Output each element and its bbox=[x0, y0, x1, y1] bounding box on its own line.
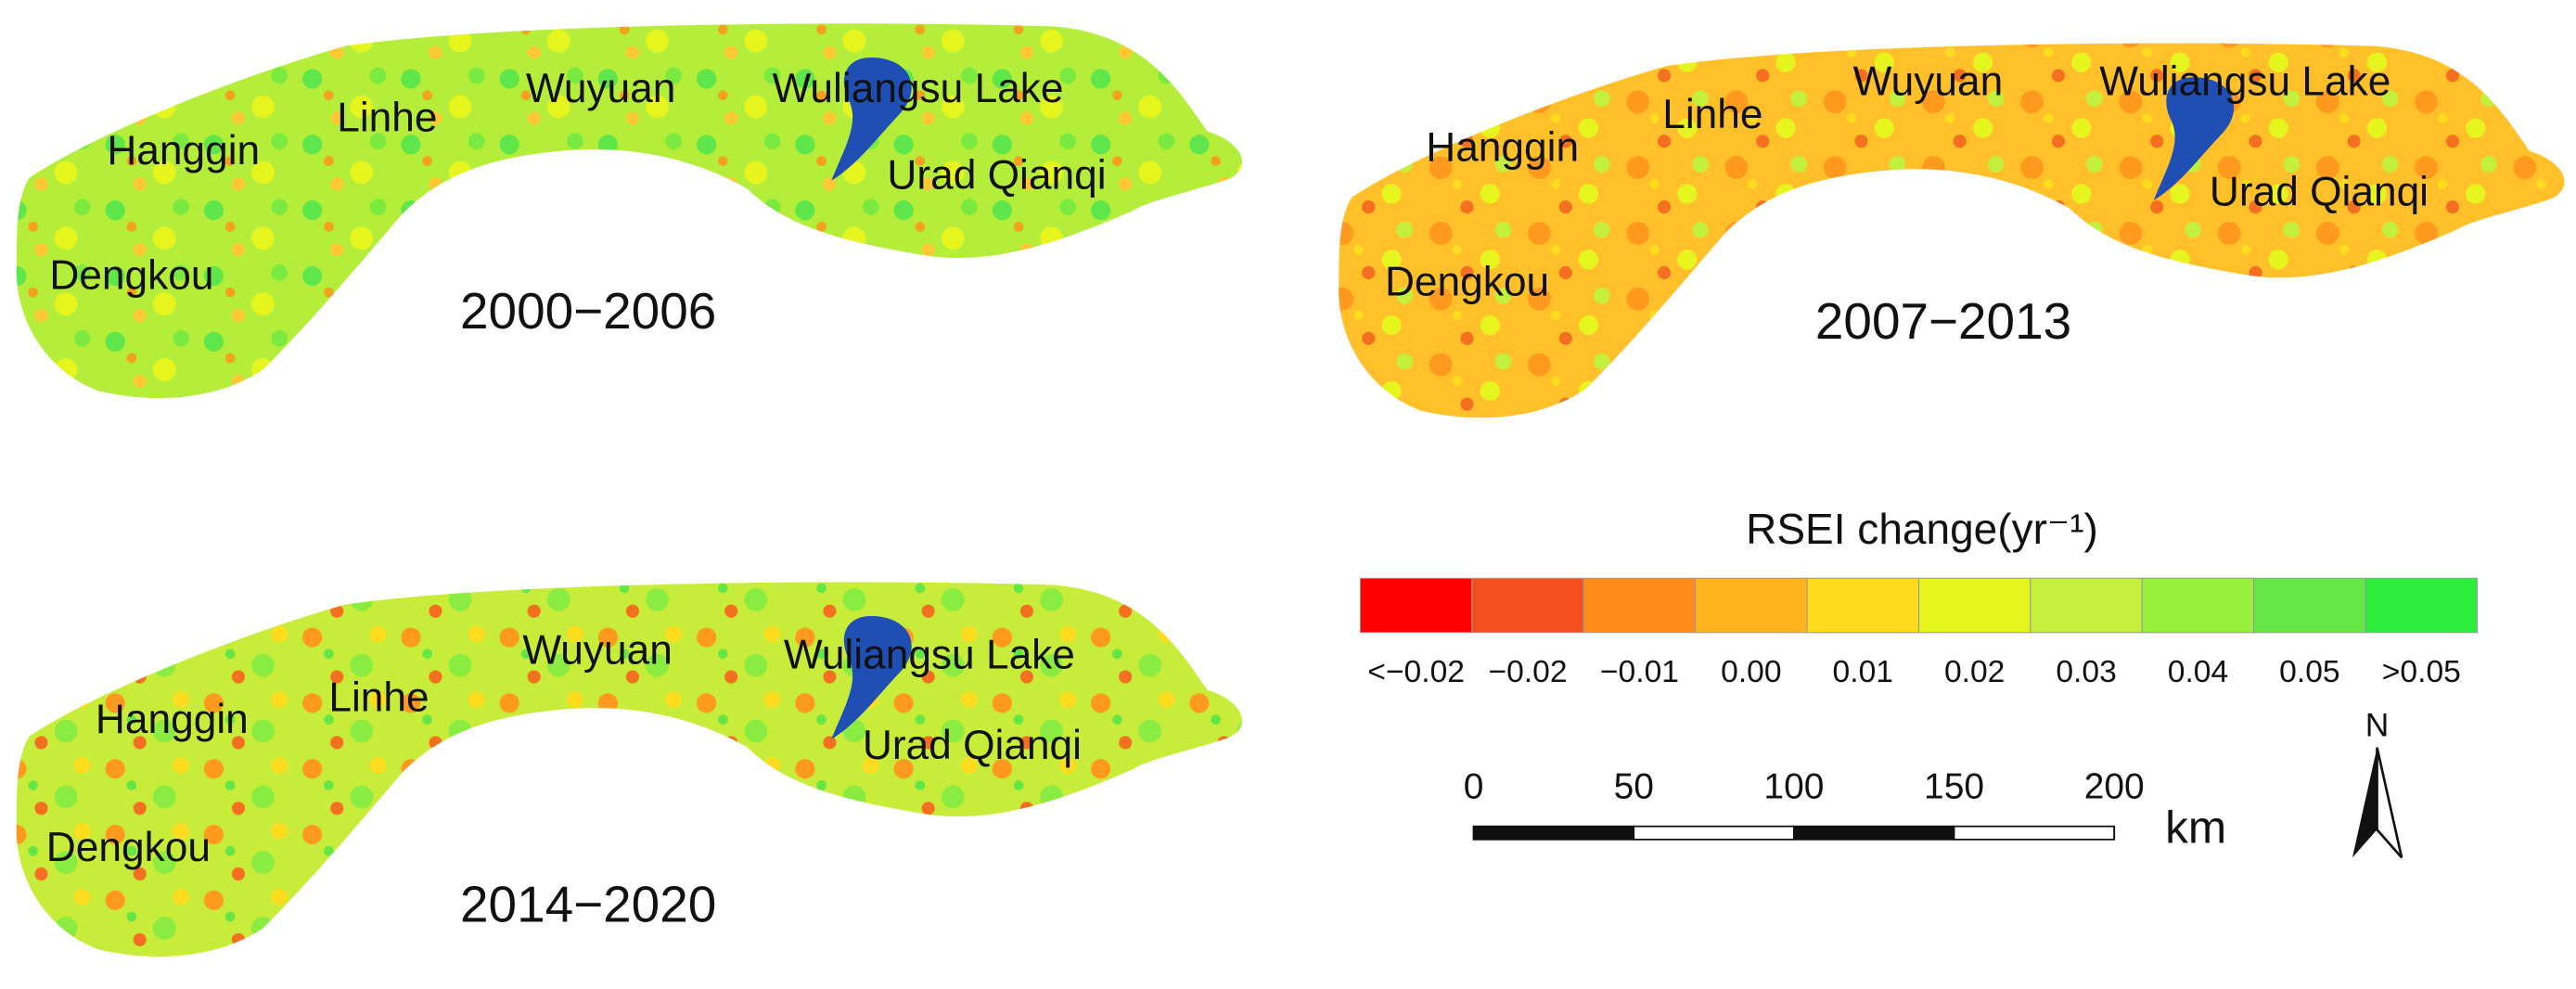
legend-swatch bbox=[1806, 577, 1920, 634]
arrow-right bbox=[2376, 747, 2403, 859]
legend-title: RSEI change(yr⁻¹) bbox=[1746, 505, 2098, 553]
place-label: Wuyuan bbox=[1853, 59, 2004, 105]
legend-label: 0.04 bbox=[2168, 655, 2228, 689]
period-label: 2007−2013 bbox=[1815, 292, 2071, 350]
scale-segment bbox=[1793, 825, 1955, 841]
scale-tick-label: 0 bbox=[1464, 767, 1484, 807]
place-label: Urad Qianqi bbox=[2210, 169, 2429, 214]
legend-label: 0.03 bbox=[2056, 655, 2116, 689]
place-label: Hanggin bbox=[96, 697, 249, 742]
map-panel: Hanggin Linhe Wuyuan Wuliangsu Lake Urad… bbox=[16, 582, 1243, 957]
place-label: Hanggin bbox=[1426, 125, 1579, 171]
legend-swatch bbox=[2365, 577, 2479, 634]
period-label: 2014−2020 bbox=[460, 875, 716, 932]
legend-swatch bbox=[2141, 577, 2255, 634]
legend-label: −0.02 bbox=[1488, 655, 1567, 689]
place-label: Hanggin bbox=[107, 128, 260, 173]
scale-segment bbox=[1633, 825, 1795, 841]
place-label: Wuyuan bbox=[526, 66, 676, 111]
scale-tick-label: 100 bbox=[1763, 767, 1824, 807]
legend-swatch bbox=[1917, 577, 2031, 634]
place-label: Urad Qianqi bbox=[887, 153, 1106, 199]
period-label: 2000−2006 bbox=[460, 282, 716, 340]
map-panel: Hanggin Linhe Wuyuan Wuliangsu Lake Urad… bbox=[1339, 43, 2565, 418]
north-arrow: N bbox=[2352, 706, 2403, 859]
legend-label: 0.00 bbox=[1721, 655, 1781, 689]
place-label: Urad Qianqi bbox=[863, 723, 1082, 768]
place-label: Wuliangsu Lake bbox=[772, 66, 1063, 111]
legend-label: −0.01 bbox=[1600, 655, 1679, 689]
place-label: Wuyuan bbox=[522, 627, 673, 673]
scale-unit: km bbox=[2165, 801, 2226, 853]
legend: RSEI change(yr⁻¹) <−0.02 −0.02 −0.01 0.00 0.… bbox=[1359, 505, 2479, 689]
place-label: Dengkou bbox=[49, 253, 213, 299]
scale-tick-label: 200 bbox=[2084, 767, 2145, 807]
legend-swatch bbox=[1695, 577, 1808, 634]
place-label: Linhe bbox=[1662, 92, 1762, 137]
scale-bar: km 0 50 100 150 200 bbox=[1464, 767, 2226, 854]
legend-swatch bbox=[2253, 577, 2366, 634]
legend-swatch bbox=[1359, 577, 1473, 634]
north-label: N bbox=[2365, 706, 2390, 743]
scale-segment bbox=[1472, 825, 1635, 841]
legend-label: 0.05 bbox=[2279, 655, 2339, 689]
scale-tick-label: 50 bbox=[1614, 767, 1654, 807]
scale-tick-label: 150 bbox=[1924, 767, 1984, 807]
place-label: Dengkou bbox=[1385, 260, 1549, 305]
legend-label: >0.05 bbox=[2382, 655, 2461, 689]
map-panel: Hanggin Linhe Wuyuan Wuliangsu Lake Urad… bbox=[16, 23, 1243, 398]
legend-label: <−0.02 bbox=[1367, 655, 1465, 689]
legend-label: 0.01 bbox=[1833, 655, 1893, 689]
place-label: Wuliangsu Lake bbox=[2099, 59, 2390, 105]
place-label: Linhe bbox=[337, 96, 437, 141]
legend-label: 0.02 bbox=[1944, 655, 2005, 689]
arrow-left bbox=[2352, 747, 2377, 858]
place-label: Linhe bbox=[328, 675, 429, 721]
legend-swatch bbox=[1583, 577, 1697, 634]
place-label: Wuliangsu Lake bbox=[784, 633, 1075, 678]
legend-swatch bbox=[2030, 577, 2143, 634]
place-label: Dengkou bbox=[46, 825, 211, 870]
scale-segment bbox=[1953, 825, 2116, 841]
legend-swatch bbox=[1471, 577, 1584, 634]
